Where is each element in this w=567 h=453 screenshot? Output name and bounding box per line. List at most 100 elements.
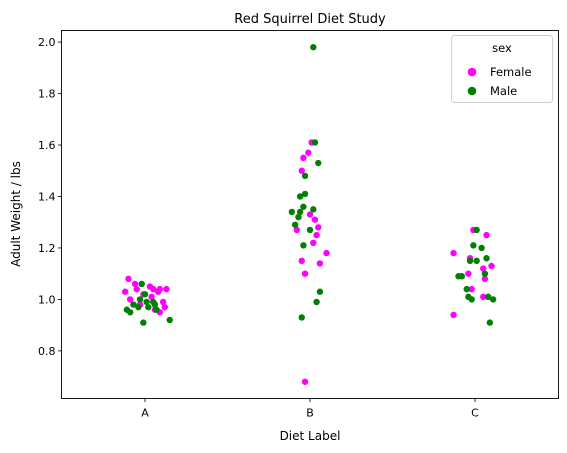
point-male bbox=[301, 190, 309, 198]
point-female bbox=[313, 231, 320, 239]
point-male bbox=[483, 255, 490, 262]
point-male bbox=[485, 293, 492, 301]
x-tick-label: C bbox=[471, 407, 479, 420]
point-male bbox=[141, 291, 149, 298]
point-male bbox=[316, 288, 324, 295]
point-male bbox=[130, 301, 137, 308]
point-male bbox=[481, 270, 489, 277]
point-female bbox=[131, 280, 139, 288]
point-male bbox=[288, 208, 296, 216]
point-male bbox=[473, 257, 480, 265]
point-male bbox=[489, 296, 497, 303]
point-female bbox=[122, 288, 129, 295]
point-female bbox=[301, 270, 309, 277]
point-male bbox=[300, 203, 307, 210]
point-female bbox=[480, 293, 487, 301]
x-axis-label: Diet Label bbox=[280, 429, 341, 443]
legend-box bbox=[451, 35, 553, 103]
point-female bbox=[163, 285, 170, 293]
point-female bbox=[450, 311, 457, 319]
point-female bbox=[148, 293, 155, 301]
point-male bbox=[143, 298, 150, 306]
point-female bbox=[450, 249, 457, 257]
chart-title: Red Squirrel Diet Study bbox=[234, 12, 386, 27]
point-male bbox=[145, 303, 152, 311]
point-male bbox=[298, 314, 305, 321]
legend-marker-male bbox=[467, 86, 477, 96]
point-male bbox=[300, 242, 307, 249]
point-female bbox=[468, 285, 475, 293]
point-male bbox=[151, 301, 159, 308]
legend: sex Female Male bbox=[451, 35, 553, 103]
point-male bbox=[466, 257, 474, 265]
point-male bbox=[310, 44, 317, 51]
point-female bbox=[481, 275, 489, 283]
point-male bbox=[166, 316, 173, 324]
y-axis-ticks: 0.8 1.0 1.2 1.4 1.6 1.8 2.0 bbox=[38, 36, 62, 358]
point-female bbox=[305, 149, 312, 156]
point-male bbox=[301, 172, 309, 180]
point-female bbox=[480, 265, 487, 272]
point-male bbox=[138, 280, 145, 288]
point-female bbox=[323, 249, 330, 257]
point-male bbox=[140, 319, 147, 326]
point-male bbox=[136, 296, 144, 303]
point-female bbox=[311, 216, 319, 223]
point-male bbox=[296, 193, 304, 200]
x-axis-ticks: A B C bbox=[141, 398, 479, 420]
y-tick-label: 1.2 bbox=[38, 242, 56, 255]
data-points bbox=[122, 44, 497, 385]
point-female bbox=[300, 154, 307, 162]
point-male bbox=[306, 226, 314, 234]
point-female bbox=[465, 270, 472, 277]
point-male bbox=[135, 303, 142, 311]
point-female bbox=[159, 298, 167, 306]
point-female bbox=[298, 257, 305, 265]
point-female bbox=[306, 211, 314, 218]
point-male bbox=[310, 206, 317, 213]
legend-title: sex bbox=[492, 41, 512, 55]
point-female bbox=[155, 288, 162, 295]
y-tick-label: 1.4 bbox=[38, 190, 56, 203]
point-male bbox=[486, 319, 494, 326]
legend-label-male: Male bbox=[490, 84, 517, 98]
point-male bbox=[463, 285, 470, 293]
point-male bbox=[313, 298, 320, 306]
point-female bbox=[301, 378, 309, 385]
point-female bbox=[316, 260, 324, 267]
point-male bbox=[295, 213, 302, 221]
y-tick-label: 1.8 bbox=[38, 88, 56, 101]
point-female bbox=[298, 167, 305, 174]
legend-label-female: Female bbox=[490, 65, 532, 79]
point-male bbox=[473, 226, 480, 234]
point-male bbox=[478, 244, 485, 252]
point-male bbox=[468, 296, 475, 303]
point-female bbox=[133, 285, 140, 293]
y-tick-label: 0.8 bbox=[38, 345, 56, 358]
point-female bbox=[125, 275, 132, 283]
y-tick-label: 1.6 bbox=[38, 139, 56, 152]
point-female bbox=[315, 224, 322, 231]
plot-frame bbox=[61, 30, 559, 399]
point-female bbox=[488, 262, 495, 270]
point-female bbox=[293, 226, 300, 234]
point-female bbox=[161, 303, 168, 311]
point-male bbox=[126, 309, 134, 316]
x-tick-label: A bbox=[141, 407, 149, 420]
point-male bbox=[311, 139, 319, 146]
point-male bbox=[153, 306, 160, 313]
point-female bbox=[310, 239, 317, 247]
point-male bbox=[455, 273, 462, 280]
point-male bbox=[470, 242, 477, 249]
legend-marker-female bbox=[467, 67, 477, 77]
point-female bbox=[483, 231, 490, 239]
y-axis-label: Adult Weight / lbs bbox=[9, 161, 23, 267]
point-male bbox=[315, 159, 322, 167]
point-male bbox=[291, 221, 299, 228]
point-female bbox=[126, 296, 134, 303]
y-tick-label: 2.0 bbox=[38, 36, 56, 49]
y-tick-label: 1.0 bbox=[38, 293, 56, 306]
x-tick-label: B bbox=[306, 407, 314, 420]
point-male bbox=[296, 208, 304, 216]
